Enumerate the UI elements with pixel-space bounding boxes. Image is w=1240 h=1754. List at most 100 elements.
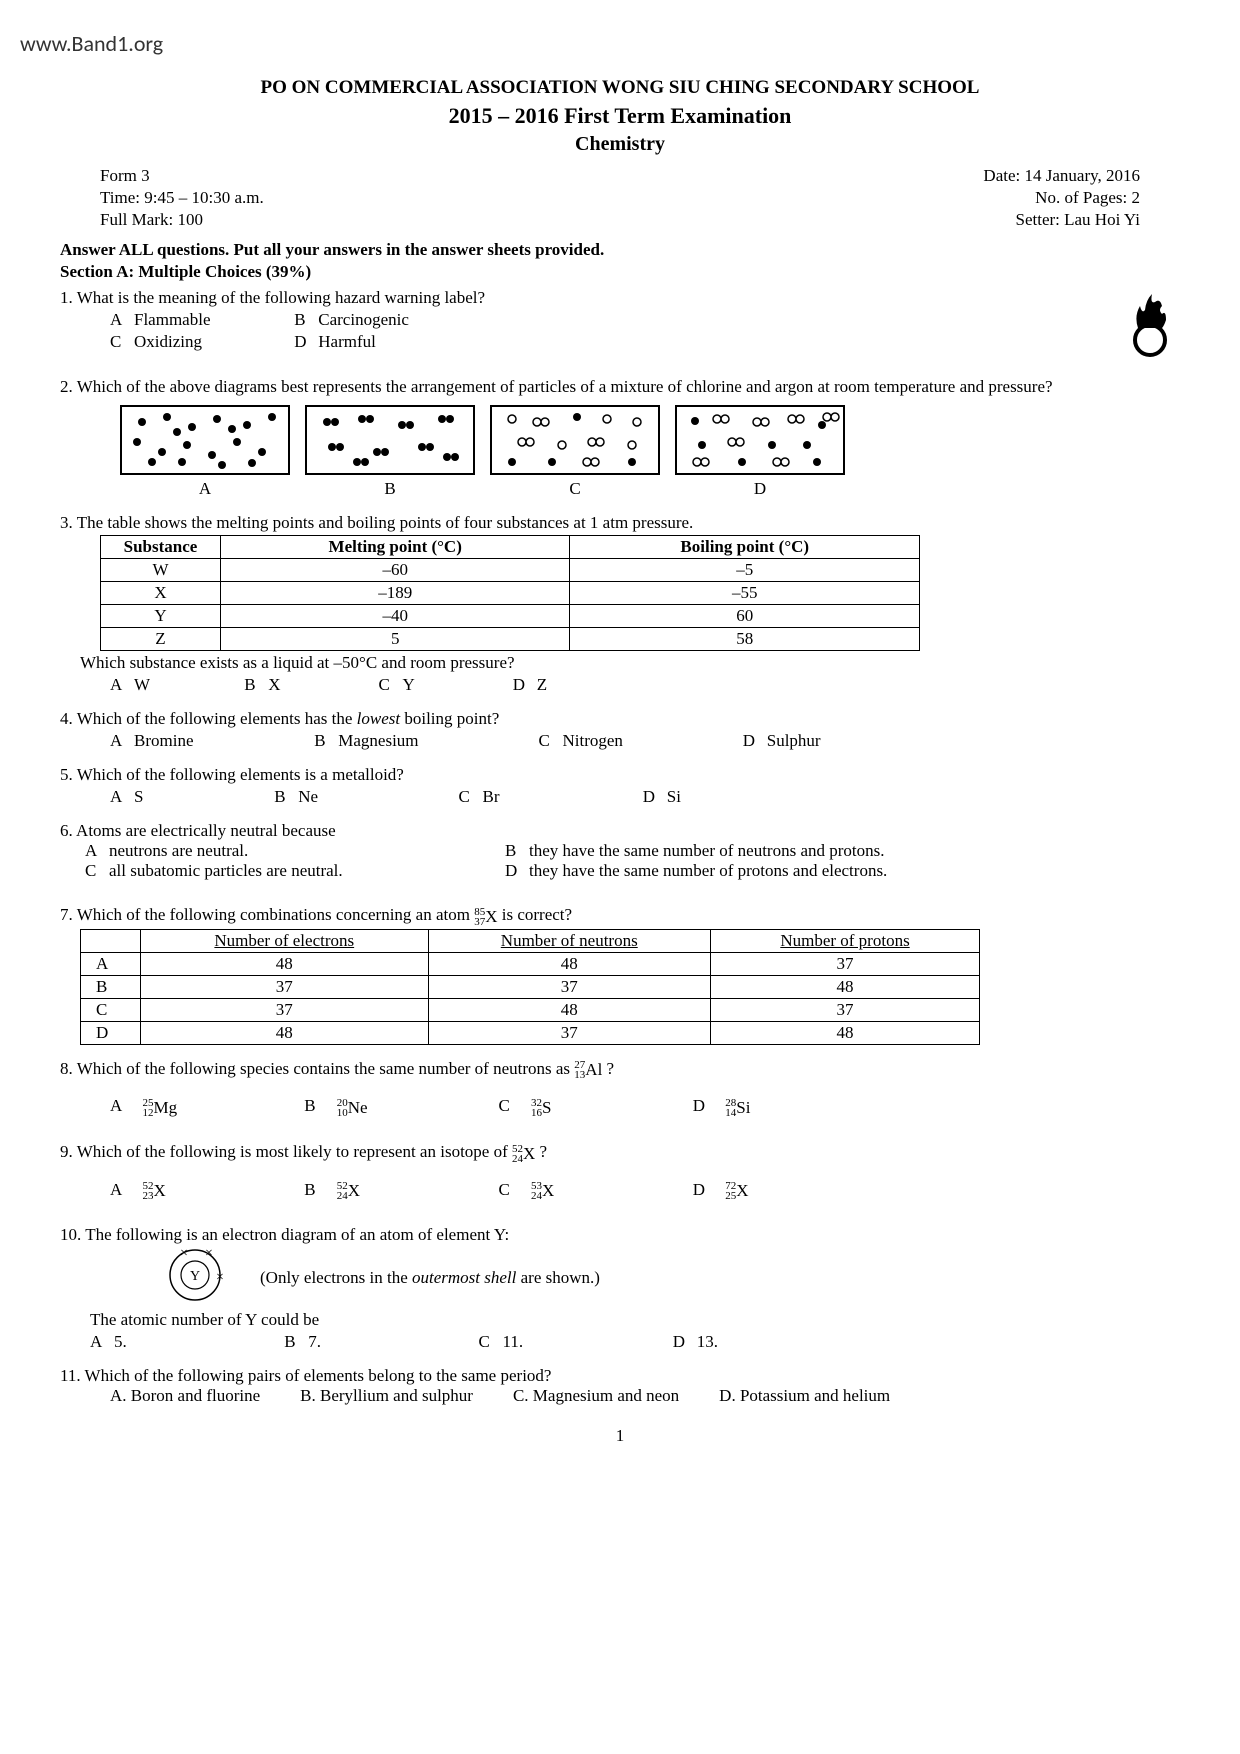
q5-opt-d: Si — [667, 787, 681, 806]
info-row-3: Full Mark: 100 Setter: Lau Hoi Yi — [60, 210, 1180, 230]
q10-note-italic: outermost shell — [412, 1268, 516, 1287]
q7-h1: Number of electrons — [141, 929, 429, 952]
q4-opt-c: Nitrogen — [563, 731, 623, 750]
diagram-label-c: C — [490, 479, 660, 499]
q7-h3: Number of protons — [711, 929, 980, 952]
diagram-d — [675, 405, 845, 475]
q4-opt-b: Magnesium — [338, 731, 418, 750]
electron-diagram-icon: Y × × × — [160, 1245, 230, 1310]
q1-opt-b: Carcinogenic — [318, 310, 409, 330]
q11-opt-b: B. Beryllium and sulphur — [300, 1386, 473, 1406]
q1-opt-a: Flammable — [134, 310, 210, 330]
q9-isotope: 5224X — [512, 1142, 535, 1163]
q4-text2: boiling point? — [400, 709, 499, 728]
q10-note-pre: (Only electrons in the — [260, 1268, 412, 1287]
svg-text:×: × — [216, 1270, 224, 1285]
q10-opt-b: 7. — [308, 1332, 321, 1351]
q4-opt-a: Bromine — [134, 731, 194, 750]
q3-h3: Boiling point (°C) — [570, 536, 920, 559]
q5-opt-b: Ne — [298, 787, 318, 806]
diagram-c — [490, 405, 660, 475]
diagram-label-d: D — [675, 479, 845, 499]
q4-text: 4. Which of the following elements has t… — [60, 709, 357, 728]
q7-text2: is correct? — [502, 905, 572, 924]
q3-h2: Melting point (°C) — [220, 536, 570, 559]
q11-text: 11. Which of the following pairs of elem… — [60, 1366, 1180, 1386]
diagram-label-a: A — [120, 479, 290, 499]
diagram-labels: A B C D — [120, 479, 1180, 499]
info-row-1: Form 3 Date: 14 January, 2016 — [60, 166, 1180, 186]
pages-label: No. of Pages: 2 — [1035, 188, 1140, 208]
q6-opt-c: all subatomic particles are neutral. — [109, 861, 343, 880]
exam-title: 2015 – 2016 First Term Examination — [60, 103, 1180, 129]
q3-opt-c: Y — [403, 675, 415, 694]
table-row: Z558 — [101, 628, 920, 651]
q7-table: Number of electronsNumber of neutronsNum… — [80, 929, 980, 1045]
diagram-b — [305, 405, 475, 475]
school-name: PO ON COMMERCIAL ASSOCIATION WONG SIU CH… — [60, 77, 1180, 99]
q4-italic: lowest — [357, 709, 400, 728]
q2-text: 2. Which of the above diagrams best repr… — [60, 377, 1180, 397]
q6-text: 6. Atoms are electrically neutral becaus… — [60, 821, 1180, 841]
table-row: D483748 — [81, 1021, 980, 1044]
q7-text: 7. Which of the following combinations c… — [60, 905, 474, 924]
table-row: Y–4060 — [101, 605, 920, 628]
instructions: Answer ALL questions. Put all your answe… — [60, 240, 1180, 260]
q8-isotope: 2713Al — [574, 1059, 602, 1080]
q6-opt-b: they have the same number of neutrons an… — [529, 841, 885, 860]
date-label: Date: 14 January, 2016 — [983, 166, 1140, 186]
question-3: 3. The table shows the melting points an… — [60, 513, 1180, 695]
q9-text: 9. Which of the following is most likely… — [60, 1142, 512, 1161]
q11-opt-d: D. Potassium and helium — [719, 1386, 890, 1406]
exam-subject: Chemistry — [60, 133, 1180, 156]
exam-header: PO ON COMMERCIAL ASSOCIATION WONG SIU CH… — [60, 77, 1180, 156]
diagram-a — [120, 405, 290, 475]
info-row-2: Time: 9:45 – 10:30 a.m. No. of Pages: 2 — [60, 188, 1180, 208]
question-2: 2. Which of the above diagrams best repr… — [60, 377, 1180, 499]
section-a-title: Section A: Multiple Choices (39%) — [60, 262, 1180, 282]
question-7: 7. Which of the following combinations c… — [60, 905, 1180, 1045]
q4-opt-d: Sulphur — [767, 731, 821, 750]
q11-opt-a: A. Boron and fluorine — [110, 1386, 260, 1406]
q3-table: SubstanceMelting point (°C)Boiling point… — [100, 535, 920, 651]
q3-subtext: Which substance exists as a liquid at –5… — [80, 653, 1180, 673]
svg-text:Y: Y — [190, 1269, 200, 1284]
question-8: 8. Which of the following species contai… — [60, 1059, 1180, 1118]
q10-note-post: are shown.) — [516, 1268, 600, 1287]
table-row: C374837 — [81, 998, 980, 1021]
q5-opt-c: Br — [483, 787, 500, 806]
form-label: Form 3 — [100, 166, 150, 186]
q3-opt-a: W — [134, 675, 150, 694]
q1-opt-d: Harmful — [318, 332, 376, 352]
table-row: X–189–55 — [101, 582, 920, 605]
particle-diagrams — [120, 405, 1180, 475]
q3-opt-d: Z — [537, 675, 547, 694]
q1-text: 1. What is the meaning of the following … — [60, 288, 1090, 308]
oxidizing-hazard-icon — [1120, 288, 1180, 363]
q10-subtext: The atomic number of Y could be — [90, 1310, 1180, 1330]
q3-h1: Substance — [101, 536, 221, 559]
q8-text: 8. Which of the following species contai… — [60, 1059, 574, 1078]
fullmark-label: Full Mark: 100 — [100, 210, 203, 230]
question-9: 9. Which of the following is most likely… — [60, 1142, 1180, 1201]
setter-label: Setter: Lau Hoi Yi — [1016, 210, 1141, 230]
page-number: 1 — [60, 1426, 1180, 1446]
q10-text: 10. The following is an electron diagram… — [60, 1225, 1180, 1245]
question-10: 10. The following is an electron diagram… — [60, 1225, 1180, 1352]
question-11: 11. Which of the following pairs of elem… — [60, 1366, 1180, 1406]
q8-text2: ? — [607, 1059, 615, 1078]
svg-text:×: × — [205, 1246, 213, 1261]
diagram-label-b: B — [305, 479, 475, 499]
q10-opt-a: 5. — [114, 1332, 127, 1351]
q1-opt-c: Oxidizing — [134, 332, 202, 352]
question-6: 6. Atoms are electrically neutral becaus… — [60, 821, 1180, 881]
svg-text:×: × — [180, 1246, 188, 1261]
q7-h2: Number of neutrons — [428, 929, 710, 952]
question-1: 1. What is the meaning of the following … — [60, 288, 1180, 363]
q10-opt-c: 11. — [503, 1332, 524, 1351]
q3-text: 3. The table shows the melting points an… — [60, 513, 1180, 533]
q3-opt-b: X — [268, 675, 280, 694]
watermark-text: www.Band1.org — [20, 30, 1180, 57]
q6-opt-a: neutrons are neutral. — [109, 841, 248, 860]
q11-opt-c: C. Magnesium and neon — [513, 1386, 679, 1406]
